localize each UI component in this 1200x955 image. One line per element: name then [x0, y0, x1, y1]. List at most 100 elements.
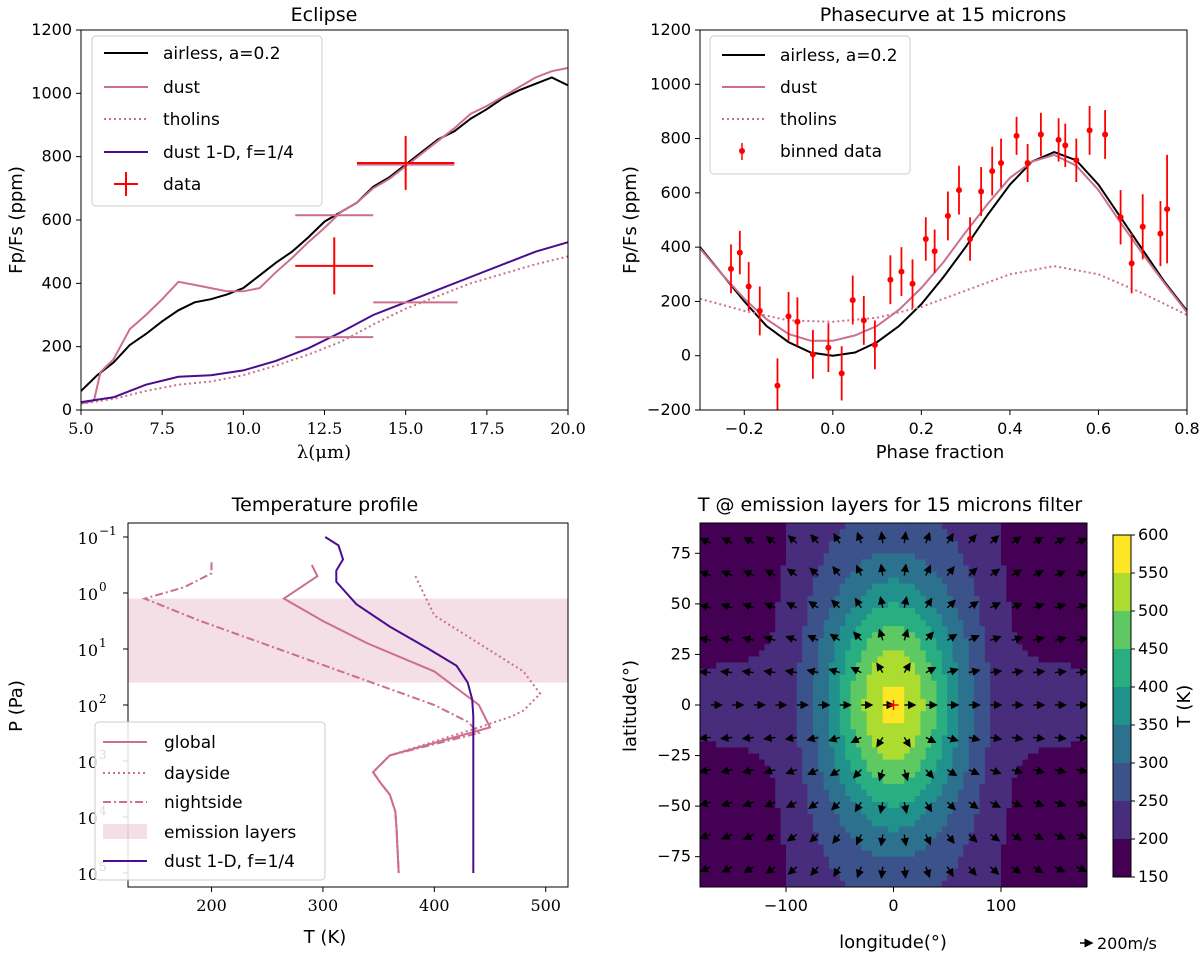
map-cell	[1006, 620, 1013, 627]
map-cell	[726, 656, 733, 664]
map-cell	[898, 529, 905, 536]
map-cell	[759, 802, 766, 809]
map-cell	[866, 674, 873, 682]
map-cell	[1065, 565, 1072, 573]
map-cell	[855, 777, 862, 785]
map-cell	[780, 771, 787, 779]
map-cell	[796, 880, 803, 887]
map-cell	[764, 777, 771, 785]
map-cell	[995, 862, 1002, 870]
map-cell	[1022, 771, 1029, 779]
map-cell	[807, 789, 814, 797]
map-cell	[979, 808, 986, 815]
map-cell	[974, 541, 981, 548]
map-cell	[802, 626, 809, 633]
map-cell	[1027, 838, 1034, 846]
map-cell	[1081, 771, 1087, 779]
map-ylabel: latitude(°)	[620, 660, 641, 752]
map-cell	[845, 723, 852, 730]
map-cell	[748, 565, 755, 573]
map-cell	[850, 820, 857, 827]
map-cell	[909, 820, 916, 827]
map-cell	[995, 826, 1002, 833]
map-cell	[1060, 656, 1067, 664]
map-cell	[1060, 541, 1067, 548]
map-cell	[796, 680, 803, 688]
map-cell	[1006, 765, 1013, 773]
map-cell	[700, 729, 706, 736]
map-cell	[936, 632, 943, 639]
map-cell	[1001, 547, 1007, 554]
map-cell	[936, 796, 943, 803]
map-cell	[1054, 844, 1061, 852]
map-cell	[807, 753, 814, 761]
map-cell	[1060, 717, 1067, 724]
map-cell	[748, 723, 755, 730]
map-cell	[1049, 844, 1056, 852]
map-cell	[1065, 723, 1072, 730]
map-cell	[952, 705, 959, 712]
map-cell	[936, 880, 943, 887]
map-cell	[1076, 607, 1083, 615]
map-cell	[748, 698, 755, 706]
map-cell	[726, 771, 733, 779]
map-cell	[807, 880, 814, 887]
map-cell	[780, 680, 787, 688]
colorbar-segment-1	[1113, 801, 1131, 839]
map-cell	[893, 796, 900, 803]
map-cell	[705, 559, 712, 567]
pc-legend-label-airless: airless, a=0.2	[780, 46, 898, 66]
map-cell	[963, 783, 970, 791]
map-cell	[850, 626, 857, 633]
map-cell	[710, 523, 717, 530]
map-cell	[839, 692, 846, 700]
map-cell	[850, 523, 857, 530]
map-cell	[791, 553, 798, 560]
map-cell	[807, 856, 814, 864]
map-cell	[850, 680, 857, 688]
map-cell	[1044, 650, 1050, 658]
map-cell	[721, 759, 728, 767]
map-cell	[893, 565, 900, 573]
map-cell	[1022, 832, 1029, 840]
map-cell	[710, 711, 717, 718]
map-cell	[802, 832, 809, 840]
map-cell	[1044, 814, 1050, 821]
map-cell	[1081, 595, 1087, 603]
wind-vector	[742, 570, 755, 578]
colorbar-tick-label-1: 200	[1138, 829, 1169, 848]
map-cell	[807, 759, 814, 767]
map-cell	[1011, 583, 1018, 591]
map-cell	[721, 808, 728, 815]
map-cell	[1060, 553, 1067, 560]
map-cell	[904, 656, 911, 664]
map-cell	[786, 589, 792, 597]
map-cell	[1001, 614, 1007, 621]
map-cell	[1022, 820, 1029, 827]
map-cell	[958, 771, 964, 779]
map-cell	[898, 814, 905, 821]
map-cell	[898, 723, 905, 730]
map-cell	[1001, 668, 1007, 676]
map-cell	[721, 711, 728, 718]
map-cell	[882, 826, 889, 833]
map-cell	[931, 844, 938, 852]
map-cell	[1049, 662, 1056, 670]
map-cell	[716, 680, 723, 688]
map-cell	[823, 692, 830, 700]
map-cell	[759, 759, 766, 767]
map-cell	[721, 662, 728, 670]
map-cell	[1065, 874, 1072, 882]
map-cell	[1017, 771, 1024, 779]
map-cell	[947, 753, 954, 761]
map-cell	[1054, 820, 1061, 827]
map-cell	[829, 789, 835, 797]
map-cell	[1038, 783, 1045, 791]
map-cell	[1017, 753, 1024, 761]
map-cell	[958, 777, 964, 785]
map-cell	[796, 747, 803, 755]
map-cell	[872, 868, 878, 876]
map-cell	[872, 814, 878, 821]
map-cell	[775, 765, 782, 773]
